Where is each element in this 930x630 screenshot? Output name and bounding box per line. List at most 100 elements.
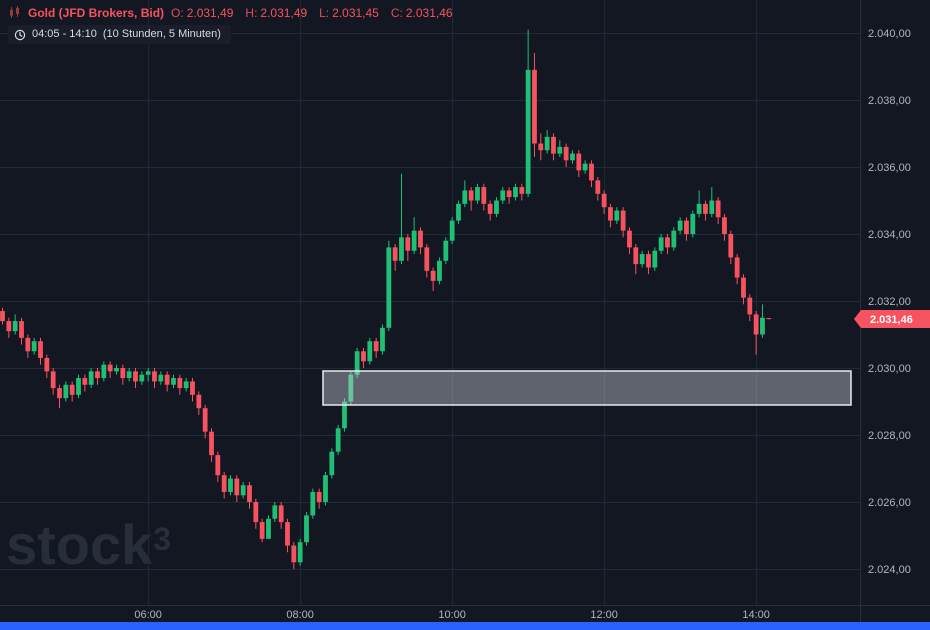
candle-body xyxy=(715,200,721,218)
time-axis-label: 14:00 xyxy=(742,609,770,621)
candle-body xyxy=(190,381,195,395)
duration-text: (10 Stunden, 5 Minuten) xyxy=(102,28,221,40)
candle-body xyxy=(513,187,518,198)
candle-body xyxy=(361,351,366,362)
price-axis-label: 2.030,00 xyxy=(868,363,911,375)
candle-body xyxy=(310,491,316,516)
candle-body xyxy=(69,384,75,395)
candle-body xyxy=(12,321,18,332)
candle-body xyxy=(44,357,50,372)
candle-body xyxy=(608,207,613,221)
price-axis-label: 2.026,00 xyxy=(868,497,911,509)
candle-body xyxy=(196,394,202,409)
candle-body xyxy=(76,378,81,395)
candle-body xyxy=(25,337,31,352)
drawn-rectangle[interactable] xyxy=(322,370,852,406)
candle-body xyxy=(107,364,113,372)
candle-body xyxy=(405,237,411,251)
candle-body xyxy=(411,230,417,251)
price-axis-label: 2.028,00 xyxy=(868,430,911,442)
price-axis-label: 2.036,00 xyxy=(868,162,911,174)
candle-body xyxy=(329,451,335,476)
candle-body xyxy=(424,247,430,271)
candle-body xyxy=(342,401,347,429)
candle-body xyxy=(221,475,227,492)
candle-body xyxy=(215,455,221,476)
candle-body xyxy=(266,518,271,539)
candle-body xyxy=(506,190,512,198)
candle-body xyxy=(297,542,303,563)
candle-body xyxy=(595,180,601,194)
candle-body xyxy=(158,374,164,382)
candle-body xyxy=(475,187,480,201)
candle-body xyxy=(304,515,309,543)
ohlc-close: C: 2.031,46 xyxy=(390,6,453,20)
candle-body xyxy=(437,260,442,281)
clock-icon xyxy=(14,29,26,41)
price-axis-label: 2.024,00 xyxy=(868,564,911,576)
timeline-scrollbar[interactable] xyxy=(0,622,930,630)
candle-series xyxy=(0,29,772,569)
candle-body xyxy=(627,230,632,248)
candle-body xyxy=(589,163,594,181)
candle-body xyxy=(652,250,658,268)
grid xyxy=(0,0,860,605)
candle-body xyxy=(456,203,461,221)
candle-body xyxy=(38,341,43,358)
ohlc-low: L: 2.031,45 xyxy=(319,6,379,20)
candle-body xyxy=(272,505,278,519)
candle-body xyxy=(133,371,138,382)
candle-body xyxy=(291,545,297,563)
candle-body xyxy=(614,210,620,221)
candle-body xyxy=(253,502,259,523)
time-axis-label: 08:00 xyxy=(286,609,314,621)
candle-body xyxy=(126,371,132,379)
price-axis-label: 2.038,00 xyxy=(868,95,911,107)
candle-body xyxy=(468,190,474,201)
candle-body xyxy=(760,317,765,335)
candle-body xyxy=(620,210,626,231)
candle-body xyxy=(285,522,290,546)
candle-body xyxy=(354,351,360,375)
candle-body xyxy=(418,230,423,248)
ohlc-high: H: 2.031,49 xyxy=(245,6,308,20)
candle-body xyxy=(19,321,24,338)
candle-body xyxy=(392,247,398,261)
candle-body xyxy=(487,203,493,214)
stock3-watermark: stock3 xyxy=(6,513,172,576)
candle-body xyxy=(734,257,740,278)
candle-body xyxy=(177,378,183,389)
candle-body xyxy=(684,220,689,234)
time-axis[interactable]: 06:00 08:00 10:00 12:00 14:00 xyxy=(134,609,769,621)
candle-body xyxy=(316,491,322,502)
candle-body xyxy=(114,368,119,372)
candle-body xyxy=(551,136,556,154)
candle-body xyxy=(386,247,392,328)
candle-body xyxy=(82,378,88,385)
candle-body xyxy=(709,200,715,214)
time-axis-label: 10:00 xyxy=(438,609,466,621)
candle-body xyxy=(570,153,575,161)
candle-body xyxy=(240,485,246,496)
candle-body xyxy=(247,485,252,502)
price-axis[interactable]: 2.040,00 2.038,00 2.036,00 2.034,00 2.032,00… xyxy=(868,28,911,576)
symbol-title[interactable]: Gold (JFD Brokers, Bid) xyxy=(28,6,165,20)
last-price-tag xyxy=(854,310,930,328)
candle-body xyxy=(0,311,5,322)
candle-body xyxy=(399,237,404,261)
time-axis-label: 06:00 xyxy=(134,609,162,621)
time-range-badge: 04:05 - 14:10 (10 Stunden, 5 Minuten) xyxy=(8,25,231,44)
candle-body xyxy=(278,505,284,523)
candle-body xyxy=(639,254,645,265)
candle-body xyxy=(209,431,214,456)
candle-body xyxy=(677,220,683,231)
candle-body xyxy=(494,200,499,214)
candle-body xyxy=(753,314,759,335)
candle-body xyxy=(722,217,727,234)
candle-body xyxy=(741,277,746,298)
candle-body xyxy=(481,187,487,204)
candle-body xyxy=(88,371,94,385)
legend: Gold (JFD Brokers, Bid) O: 2.031,49 H: 2.0… xyxy=(8,6,453,20)
candle-body xyxy=(747,297,753,315)
